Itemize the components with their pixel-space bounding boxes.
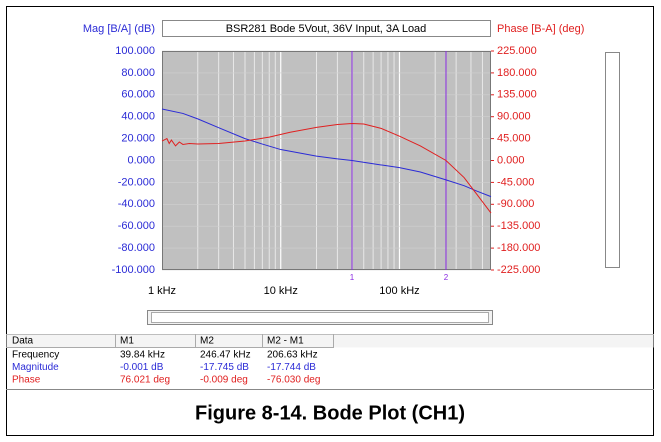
table-cell: -0.009 deg (200, 375, 248, 386)
table-cell: Phase (12, 375, 41, 386)
y-tick-label: -100.000 (112, 264, 155, 276)
table-cell: -17.745 dB (200, 362, 249, 373)
y2-tick-label: 0.000 (497, 154, 525, 166)
marker-label: 2 (444, 273, 449, 282)
table-cell: 246.47 kHz (200, 350, 251, 361)
table-header-cell: M1 (120, 336, 134, 347)
table-cell: 39.84 kHz (120, 350, 165, 361)
y-tick-label: 80.000 (121, 67, 155, 79)
table-cell: -0.001 dB (120, 362, 164, 373)
table-cell: -17.744 dB (267, 362, 316, 373)
y2-tick-label: 180.000 (497, 67, 537, 79)
y-tick-label: 0.000 (127, 154, 155, 166)
y2-tick-label: -225.000 (497, 264, 540, 276)
table-cell: 76.021 deg (120, 375, 170, 386)
y-axis-label: Mag [B/A] (dB) (83, 23, 155, 35)
table-header-cell: M2 (200, 336, 214, 347)
y2-tick-label: 135.000 (497, 89, 537, 101)
y2-axis-label: Phase [B-A] (deg) (497, 23, 584, 35)
y-tick-label: -60.000 (118, 220, 155, 232)
y2-tick-label: -135.000 (497, 220, 540, 232)
y2-tick-label: -180.000 (497, 242, 540, 254)
series-line (161, 123, 492, 214)
marker-label: 1 (350, 273, 355, 282)
y-tick-label: 20.000 (121, 133, 155, 145)
title-box (162, 20, 491, 37)
table-header-cell: Data (12, 336, 34, 347)
y-tick-label: -80.000 (118, 242, 155, 254)
plot-border (162, 51, 491, 270)
y2-tick-label: 45.000 (497, 133, 531, 145)
y-tick-label: -20.000 (118, 176, 155, 188)
x-tick-label: 10 kHz (264, 285, 298, 297)
table-cell: -76.030 deg (267, 375, 320, 386)
y2-tick-label: -45.000 (497, 176, 534, 188)
y-tick-label: -40.000 (118, 198, 155, 210)
y2-tick-label: 225.000 (497, 45, 537, 57)
y2-tick-label: -90.000 (497, 198, 534, 210)
x-tick-label: 100 kHz (379, 285, 419, 297)
y-tick-label: 100.000 (115, 45, 155, 57)
table-header-cell: M2 - M1 (267, 336, 304, 347)
chart-title: BSR281 Bode 5Vout, 36V Input, 3A Load (226, 23, 427, 35)
scroll-thumb[interactable] (151, 312, 489, 323)
table-cell: 206.63 kHz (267, 350, 318, 361)
y2-tick-label: 90.000 (497, 111, 531, 123)
vertical-scrollbar[interactable] (605, 52, 620, 268)
y-tick-label: 40.000 (121, 111, 155, 123)
table-cell: Magnitude (12, 362, 59, 373)
table-cell: Frequency (12, 350, 59, 361)
table-header-bg (6, 334, 654, 348)
series-line (161, 108, 492, 198)
figure-caption: Figure 8-14. Bode Plot (CH1) (195, 402, 465, 424)
x-tick-label: 1 kHz (148, 285, 176, 297)
y-tick-label: 60.000 (121, 89, 155, 101)
